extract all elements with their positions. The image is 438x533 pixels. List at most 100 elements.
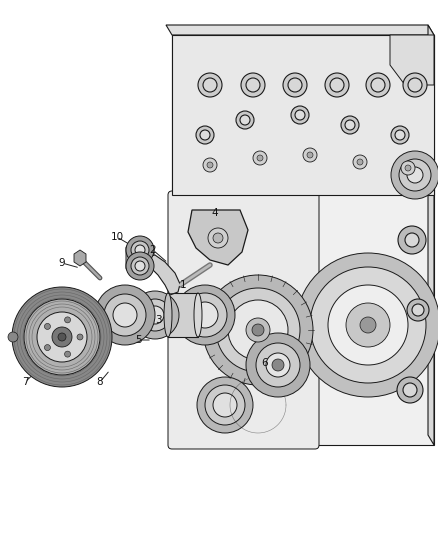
- Circle shape: [8, 332, 18, 342]
- Circle shape: [407, 299, 429, 321]
- Circle shape: [205, 385, 245, 425]
- Circle shape: [401, 161, 415, 175]
- Circle shape: [272, 359, 284, 371]
- Circle shape: [228, 300, 288, 360]
- Circle shape: [135, 245, 145, 255]
- Circle shape: [346, 303, 390, 347]
- Circle shape: [246, 78, 260, 92]
- Circle shape: [213, 233, 223, 243]
- Circle shape: [197, 377, 253, 433]
- Circle shape: [131, 257, 149, 275]
- Circle shape: [12, 287, 112, 387]
- Circle shape: [288, 78, 302, 92]
- Text: 5: 5: [135, 335, 141, 345]
- Text: 4: 4: [212, 208, 218, 218]
- Circle shape: [95, 285, 155, 345]
- Circle shape: [175, 285, 235, 345]
- Circle shape: [77, 334, 83, 340]
- Circle shape: [341, 116, 359, 134]
- Text: 10: 10: [110, 232, 124, 242]
- Circle shape: [407, 167, 423, 183]
- Circle shape: [353, 155, 367, 169]
- Circle shape: [203, 78, 217, 92]
- Circle shape: [126, 236, 154, 264]
- Ellipse shape: [164, 293, 172, 337]
- Circle shape: [200, 130, 210, 140]
- Circle shape: [64, 317, 71, 323]
- Text: 3: 3: [155, 315, 161, 325]
- Circle shape: [104, 294, 146, 336]
- Circle shape: [64, 351, 71, 357]
- Circle shape: [24, 299, 100, 375]
- Circle shape: [213, 393, 237, 417]
- FancyBboxPatch shape: [168, 191, 319, 449]
- Circle shape: [44, 344, 50, 351]
- Ellipse shape: [194, 293, 202, 337]
- FancyBboxPatch shape: [126, 246, 154, 270]
- Circle shape: [345, 120, 355, 130]
- Circle shape: [135, 261, 145, 271]
- Circle shape: [412, 304, 424, 316]
- Circle shape: [253, 151, 267, 165]
- Circle shape: [37, 312, 87, 362]
- Circle shape: [310, 267, 426, 383]
- Circle shape: [391, 151, 438, 199]
- Circle shape: [325, 73, 349, 97]
- Circle shape: [126, 252, 154, 280]
- Circle shape: [296, 253, 438, 397]
- Polygon shape: [390, 35, 434, 85]
- Circle shape: [307, 152, 313, 158]
- Text: 1: 1: [180, 280, 186, 290]
- Circle shape: [203, 158, 217, 172]
- Circle shape: [291, 106, 309, 124]
- Circle shape: [146, 306, 164, 324]
- Text: 6: 6: [261, 358, 268, 368]
- Circle shape: [357, 159, 363, 165]
- Circle shape: [395, 130, 405, 140]
- Circle shape: [405, 165, 411, 171]
- Circle shape: [246, 318, 270, 342]
- Circle shape: [295, 110, 305, 120]
- Circle shape: [397, 377, 423, 403]
- Circle shape: [196, 126, 214, 144]
- Circle shape: [246, 333, 310, 397]
- Circle shape: [283, 73, 307, 97]
- Circle shape: [131, 291, 179, 339]
- Polygon shape: [166, 25, 434, 35]
- Circle shape: [198, 73, 222, 97]
- Circle shape: [207, 162, 213, 168]
- Circle shape: [303, 148, 317, 162]
- Circle shape: [44, 324, 50, 329]
- Circle shape: [405, 233, 419, 247]
- Circle shape: [257, 155, 263, 161]
- Circle shape: [403, 73, 427, 97]
- Circle shape: [241, 73, 265, 97]
- Polygon shape: [172, 35, 434, 445]
- Circle shape: [252, 324, 264, 336]
- Circle shape: [266, 353, 290, 377]
- Circle shape: [398, 226, 426, 254]
- Circle shape: [256, 343, 300, 387]
- Text: 8: 8: [97, 377, 103, 387]
- Text: 2: 2: [150, 245, 156, 255]
- Circle shape: [403, 383, 417, 397]
- Polygon shape: [188, 210, 248, 265]
- Circle shape: [371, 78, 385, 92]
- Polygon shape: [168, 293, 198, 337]
- Circle shape: [330, 78, 344, 92]
- Circle shape: [192, 302, 218, 328]
- Circle shape: [366, 73, 390, 97]
- Polygon shape: [428, 25, 434, 445]
- Circle shape: [203, 275, 313, 385]
- Circle shape: [183, 293, 227, 337]
- Circle shape: [58, 333, 66, 341]
- Circle shape: [52, 327, 72, 347]
- Circle shape: [236, 111, 254, 129]
- Polygon shape: [142, 255, 180, 295]
- Circle shape: [328, 285, 408, 365]
- Circle shape: [408, 78, 422, 92]
- Circle shape: [113, 303, 137, 327]
- FancyBboxPatch shape: [172, 35, 434, 195]
- Circle shape: [391, 126, 409, 144]
- Circle shape: [399, 159, 431, 191]
